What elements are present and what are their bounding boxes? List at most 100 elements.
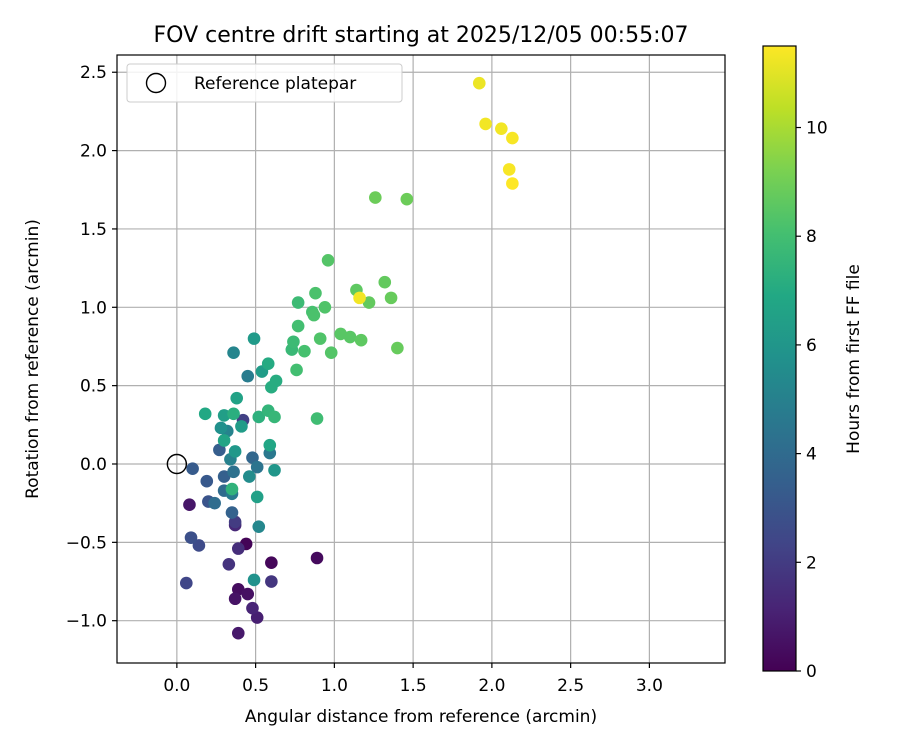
data-point [183, 498, 196, 512]
data-point [391, 341, 404, 355]
data-point [252, 520, 266, 533]
data-point [225, 482, 239, 496]
data-point [246, 451, 259, 465]
colorbar-tick-label: 0 [806, 662, 817, 682]
data-point [321, 253, 335, 267]
data-point [222, 557, 236, 571]
x-axis-ticks: 0.0 0.5 1.0 1.5 2.0 2.5 3.0 [163, 663, 663, 696]
colorbar-tick-label: 6 [806, 336, 817, 356]
data-point [268, 463, 281, 477]
data-point [246, 601, 259, 615]
data-point [291, 296, 305, 309]
data-point [228, 445, 242, 458]
colorbar-gradient [762, 45, 797, 672]
data-point [354, 333, 368, 347]
colorbar-tick-label: 4 [806, 445, 817, 465]
y-tick-label: 2.0 [80, 142, 107, 162]
data-point [369, 191, 382, 204]
data-point [324, 346, 338, 360]
data-point [180, 576, 193, 590]
data-point [400, 192, 414, 206]
y-tick-label: −0.5 [66, 533, 107, 553]
reference-platepar-marker [166, 453, 188, 475]
x-tick-label: 0.0 [163, 676, 190, 696]
legend-label-reference-platepar: Reference platepar [194, 74, 356, 94]
data-point [378, 275, 392, 289]
data-point [227, 407, 240, 421]
data-point [334, 327, 347, 341]
y-tick-label: 1.0 [80, 298, 107, 318]
data-point [217, 434, 231, 447]
data-point [298, 344, 311, 358]
data-point [250, 611, 264, 624]
data-point [310, 412, 324, 425]
data-point [506, 177, 519, 190]
data-point [252, 410, 266, 424]
data-point [192, 539, 206, 552]
data-point [495, 122, 508, 135]
data-point [506, 131, 519, 145]
x-axis-label: Angular distance from reference (arcmin) [245, 707, 597, 727]
data-point [235, 420, 248, 433]
data-point [184, 531, 198, 544]
data-point [290, 363, 303, 377]
data-point [263, 438, 277, 452]
x-tick-label: 2.5 [557, 676, 584, 696]
data-point [269, 374, 283, 388]
data-point [198, 407, 212, 421]
data-point [241, 587, 255, 601]
legend: Reference platepar [126, 63, 403, 103]
data-point [208, 496, 221, 510]
data-point [230, 391, 244, 405]
reference-marker-group [166, 453, 188, 475]
data-point [502, 163, 516, 176]
data-point [265, 556, 278, 570]
y-axis-ticks: −1.0 −0.5 0.0 0.5 1.0 1.5 2.0 2.5 [66, 63, 117, 632]
data-point [313, 332, 327, 345]
colorbar-tick-label: 10 [806, 119, 828, 139]
data-point [217, 409, 231, 422]
colorbar-ticks: 0 2 4 6 8 10 [796, 119, 828, 682]
colorbar-tick-label: 8 [806, 227, 817, 247]
data-point [250, 460, 264, 474]
grid-lines [117, 55, 725, 663]
data-point [472, 76, 486, 90]
x-tick-label: 1.5 [400, 676, 427, 696]
y-tick-label: −1.0 [66, 612, 107, 632]
y-tick-label: 0.5 [80, 377, 107, 397]
data-point [186, 462, 199, 475]
x-tick-label: 3.0 [636, 676, 663, 696]
data-point [265, 575, 278, 588]
data-point [268, 410, 281, 424]
data-point [217, 470, 231, 483]
data-point [243, 470, 256, 483]
data-point [247, 332, 261, 345]
data-point [227, 346, 240, 360]
chart-title: FOV centre drift starting at 2025/12/05 … [154, 23, 689, 48]
data-point [287, 335, 300, 349]
data-point [261, 357, 275, 371]
legend-box [126, 63, 403, 103]
data-point [213, 443, 226, 457]
x-tick-label: 0.5 [242, 676, 269, 696]
data-point [479, 117, 492, 131]
data-point [343, 330, 357, 344]
plot-frame [116, 54, 726, 664]
data-point [291, 319, 305, 333]
x-tick-label: 1.0 [321, 676, 348, 696]
y-tick-label: 0.0 [80, 455, 107, 475]
y-axis-label: Rotation from reference (arcmin) [23, 219, 43, 499]
data-point [241, 369, 255, 383]
colorbar: 0 2 4 6 8 10 Hours from first FF file [762, 45, 864, 682]
data-point [200, 474, 214, 488]
x-tick-label: 2.0 [478, 676, 505, 696]
data-point [231, 542, 245, 555]
data-point [310, 551, 324, 565]
y-tick-label: 1.5 [80, 220, 107, 240]
data-point [384, 291, 398, 305]
data-point [362, 296, 376, 309]
data-point [228, 592, 242, 606]
data-point [250, 490, 264, 504]
